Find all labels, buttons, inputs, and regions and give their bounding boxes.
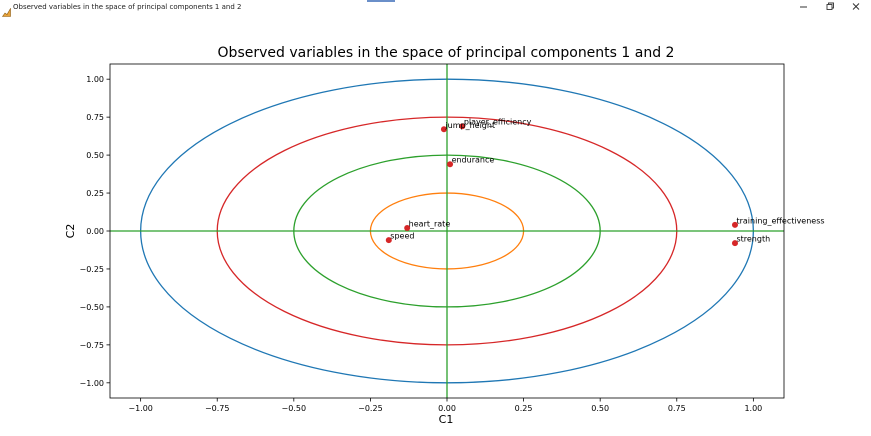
y-tick-label: 0.50	[86, 151, 104, 160]
x-tick-label: −0.75	[205, 404, 230, 413]
y-axis-label: C2	[64, 224, 77, 239]
close-icon	[852, 3, 860, 10]
y-tick-label: 0.75	[86, 113, 104, 122]
chart-title: Observed variables in the space of princ…	[218, 45, 675, 61]
taskbar-focus-indicator	[367, 0, 395, 2]
point-speed	[385, 237, 392, 244]
x-tick-label: −0.50	[282, 404, 307, 413]
x-tick-label: −0.25	[358, 404, 383, 413]
y-tick-label: −1.00	[79, 379, 104, 388]
pca-circle-chart: Observed variables in the space of princ…	[64, 45, 825, 426]
x-tick-label: 0.75	[668, 404, 686, 413]
y-tick-label: −0.25	[79, 265, 104, 274]
point-label-speed: speed	[390, 232, 414, 241]
y-tick-label: 0.25	[86, 189, 104, 198]
point-label-training-effectiveness: training_effectiveness	[736, 216, 824, 225]
point-label-jump-height: jump_height	[444, 121, 495, 130]
x-tick-label: −1.00	[128, 404, 153, 413]
point-player-efficiency	[459, 123, 466, 130]
minimize-button[interactable]	[791, 0, 817, 14]
point-endurance	[447, 161, 454, 168]
restore-button[interactable]	[817, 0, 843, 14]
x-tick-label: 0.25	[515, 404, 533, 413]
minimize-icon	[800, 6, 807, 8]
restore-icon	[826, 2, 834, 10]
y-tick-label: 1.00	[86, 75, 104, 84]
plot-area: −1.00 −0.75 −0.50 −0.25 0.00 0.25 0.50 0.75 1.00…	[79, 63, 825, 413]
x-tick-label: 1.00	[744, 404, 762, 413]
y-tick-label: −0.75	[79, 341, 104, 350]
point-heart-rate	[404, 224, 411, 231]
window-title: Observed variables in the space of princ…	[13, 3, 242, 11]
y-tick-label: −0.50	[79, 303, 104, 312]
window-titlebar: Observed variables in the space of princ…	[0, 0, 871, 17]
point-label-endurance: endurance	[452, 156, 495, 165]
point-label-heart-rate: heart_rate	[409, 219, 451, 228]
point-strength	[731, 240, 738, 247]
point-label-player-efficiency: player_efficiency	[464, 118, 532, 127]
figure-icon	[1, 2, 11, 17]
y-tick-label: 0.00	[86, 227, 104, 236]
x-tick-label: 0.50	[591, 404, 609, 413]
point-training-effectiveness	[731, 221, 738, 228]
close-button[interactable]	[843, 0, 869, 14]
point-label-strength: strength	[736, 235, 770, 244]
x-tick-label: 0.00	[438, 404, 456, 413]
x-axis-label: C1	[439, 413, 454, 426]
point-jump-height	[440, 126, 447, 133]
